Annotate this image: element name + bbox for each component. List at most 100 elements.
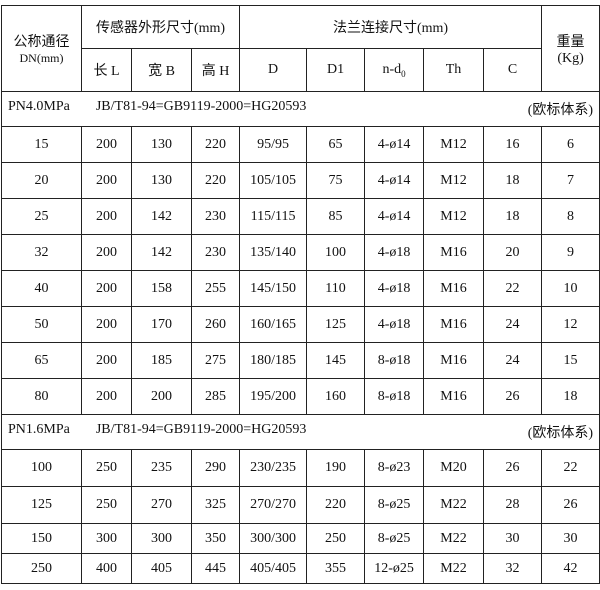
section-header: PN1.6MPa JB/T81-94=GB9119-2000=HG20593 (欧标…: [0, 414, 600, 450]
table-cell: 290: [190, 449, 241, 487]
table-cell: 220: [190, 162, 241, 199]
table-cell: 4-ø14: [364, 162, 425, 199]
table-cell: 405/405: [239, 553, 308, 584]
section-header-row: PN4.0MPa JB/T81-94=GB9119-2000=HG20593 (欧标…: [0, 91, 600, 127]
table-cell: 300/300: [239, 523, 308, 554]
table-row: 100 250 235 290 230/235 190 8-ø23 M20 26 22: [1, 449, 600, 487]
section-header: PN4.0MPa JB/T81-94=GB9119-2000=HG20593 (欧标…: [0, 91, 600, 127]
table-cell: 190: [306, 449, 366, 487]
table-row: 125 250 270 325 270/270 220 8-ø25 M22 28 26: [1, 486, 600, 524]
table-cell: 200: [131, 378, 192, 415]
table-cell: M22: [423, 486, 485, 524]
table-cell: 125: [306, 306, 366, 343]
standard: JB/T81-94=GB9119-2000=HG20593: [95, 99, 307, 114]
table-cell: 95/95: [239, 126, 308, 163]
table-cell: 15: [541, 342, 600, 379]
table-cell: 135/140: [239, 234, 308, 271]
table-cell: 200: [81, 270, 132, 307]
table-cell: 6: [541, 126, 600, 163]
table-cell: M16: [423, 342, 485, 379]
table-cell: 18: [483, 162, 543, 199]
header-unit: DN(mm): [19, 51, 64, 65]
table-cell: 75: [306, 162, 366, 199]
table-cell: 12-ø25: [364, 553, 425, 584]
table-cell: 26: [483, 378, 543, 415]
table-cell: 25: [1, 198, 82, 235]
table-cell: 32: [483, 553, 543, 584]
table-cell: 26: [483, 449, 543, 487]
table-cell: 350: [190, 523, 241, 554]
table-cell: 32: [1, 234, 82, 271]
table-cell: 250: [81, 486, 132, 524]
table-cell: 200: [81, 342, 132, 379]
table-cell: 405: [131, 553, 192, 584]
table-cell: 80: [1, 378, 82, 415]
table-cell: 65: [1, 342, 82, 379]
table-cell: 22: [541, 449, 600, 487]
table-cell: 42: [541, 553, 600, 584]
table-cell: 15: [1, 126, 82, 163]
table-cell: M16: [423, 234, 485, 271]
standard-system: (欧标体系): [527, 426, 594, 441]
table-cell: 8-ø25: [364, 486, 425, 524]
table-cell: 220: [306, 486, 366, 524]
table-cell: 200: [81, 126, 132, 163]
table-cell: 255: [190, 270, 241, 307]
header-col: Th: [423, 48, 485, 92]
table-cell: 200: [81, 198, 132, 235]
header-col: D: [239, 48, 308, 92]
table-cell: 4-ø14: [364, 126, 425, 163]
table-cell: 115/115: [239, 198, 308, 235]
table-cell: 24: [483, 342, 543, 379]
table-cell: 8: [541, 198, 600, 235]
table-cell: 50: [1, 306, 82, 343]
table-cell: M12: [423, 126, 485, 163]
table-cell: M22: [423, 553, 485, 584]
header-label: n-d: [382, 61, 402, 77]
pressure-rating: PN1.6MPa: [8, 422, 70, 437]
table-cell: 130: [131, 162, 192, 199]
header-col: 宽 B: [131, 48, 192, 92]
table-cell: M12: [423, 198, 485, 235]
table-cell: 235: [131, 449, 192, 487]
table-cell: 355: [306, 553, 366, 584]
table-cell: 230: [190, 234, 241, 271]
table-cell: 158: [131, 270, 192, 307]
table-row: 20 200 130 220 105/105 75 4-ø14 M12 18 7: [1, 162, 600, 199]
table-cell: 150: [1, 523, 82, 554]
table-cell: 8-ø18: [364, 342, 425, 379]
table-cell: 65: [306, 126, 366, 163]
header-col: n-d0: [364, 48, 425, 92]
table-cell: 105/105: [239, 162, 308, 199]
section-header-row: PN1.6MPa JB/T81-94=GB9119-2000=HG20593 (欧标…: [0, 414, 600, 450]
table-cell: 110: [306, 270, 366, 307]
table-cell: 300: [81, 523, 132, 554]
table-cell: 230: [190, 198, 241, 235]
table-cell: 30: [541, 523, 600, 554]
table-cell: 10: [541, 270, 600, 307]
header-subscript: 0: [401, 68, 406, 79]
table-cell: 130: [131, 126, 192, 163]
table-cell: 185: [131, 342, 192, 379]
table-cell: 260: [190, 306, 241, 343]
header-nominal-diameter: 公称通径 DN(mm): [1, 5, 82, 92]
table-cell: 4-ø18: [364, 306, 425, 343]
table-cell: 180/185: [239, 342, 308, 379]
table-cell: 4-ø14: [364, 198, 425, 235]
table-cell: 275: [190, 342, 241, 379]
table-row: 25 200 142 230 115/115 85 4-ø14 M12 18 8: [1, 198, 600, 235]
header-label: 公称通径: [13, 35, 70, 50]
table-cell: M22: [423, 523, 485, 554]
header-flange-dims: 法兰连接尺寸(mm): [239, 5, 543, 49]
table-cell: 230/235: [239, 449, 308, 487]
table-cell: M16: [423, 306, 485, 343]
table-cell: M16: [423, 378, 485, 415]
table-cell: 400: [81, 553, 132, 584]
table-cell: 285: [190, 378, 241, 415]
table-cell: 24: [483, 306, 543, 343]
table-cell: 20: [1, 162, 82, 199]
table-cell: 4-ø18: [364, 270, 425, 307]
table-row: 250 400 405 445 405/405 355 12-ø25 M22 32 42: [1, 553, 600, 584]
header-col: 长 L: [81, 48, 132, 92]
flange-dimension-table: 公称通径 DN(mm) 传感器外形尺寸(mm) 法兰连接尺寸(mm) 重量 (K…: [0, 5, 600, 584]
